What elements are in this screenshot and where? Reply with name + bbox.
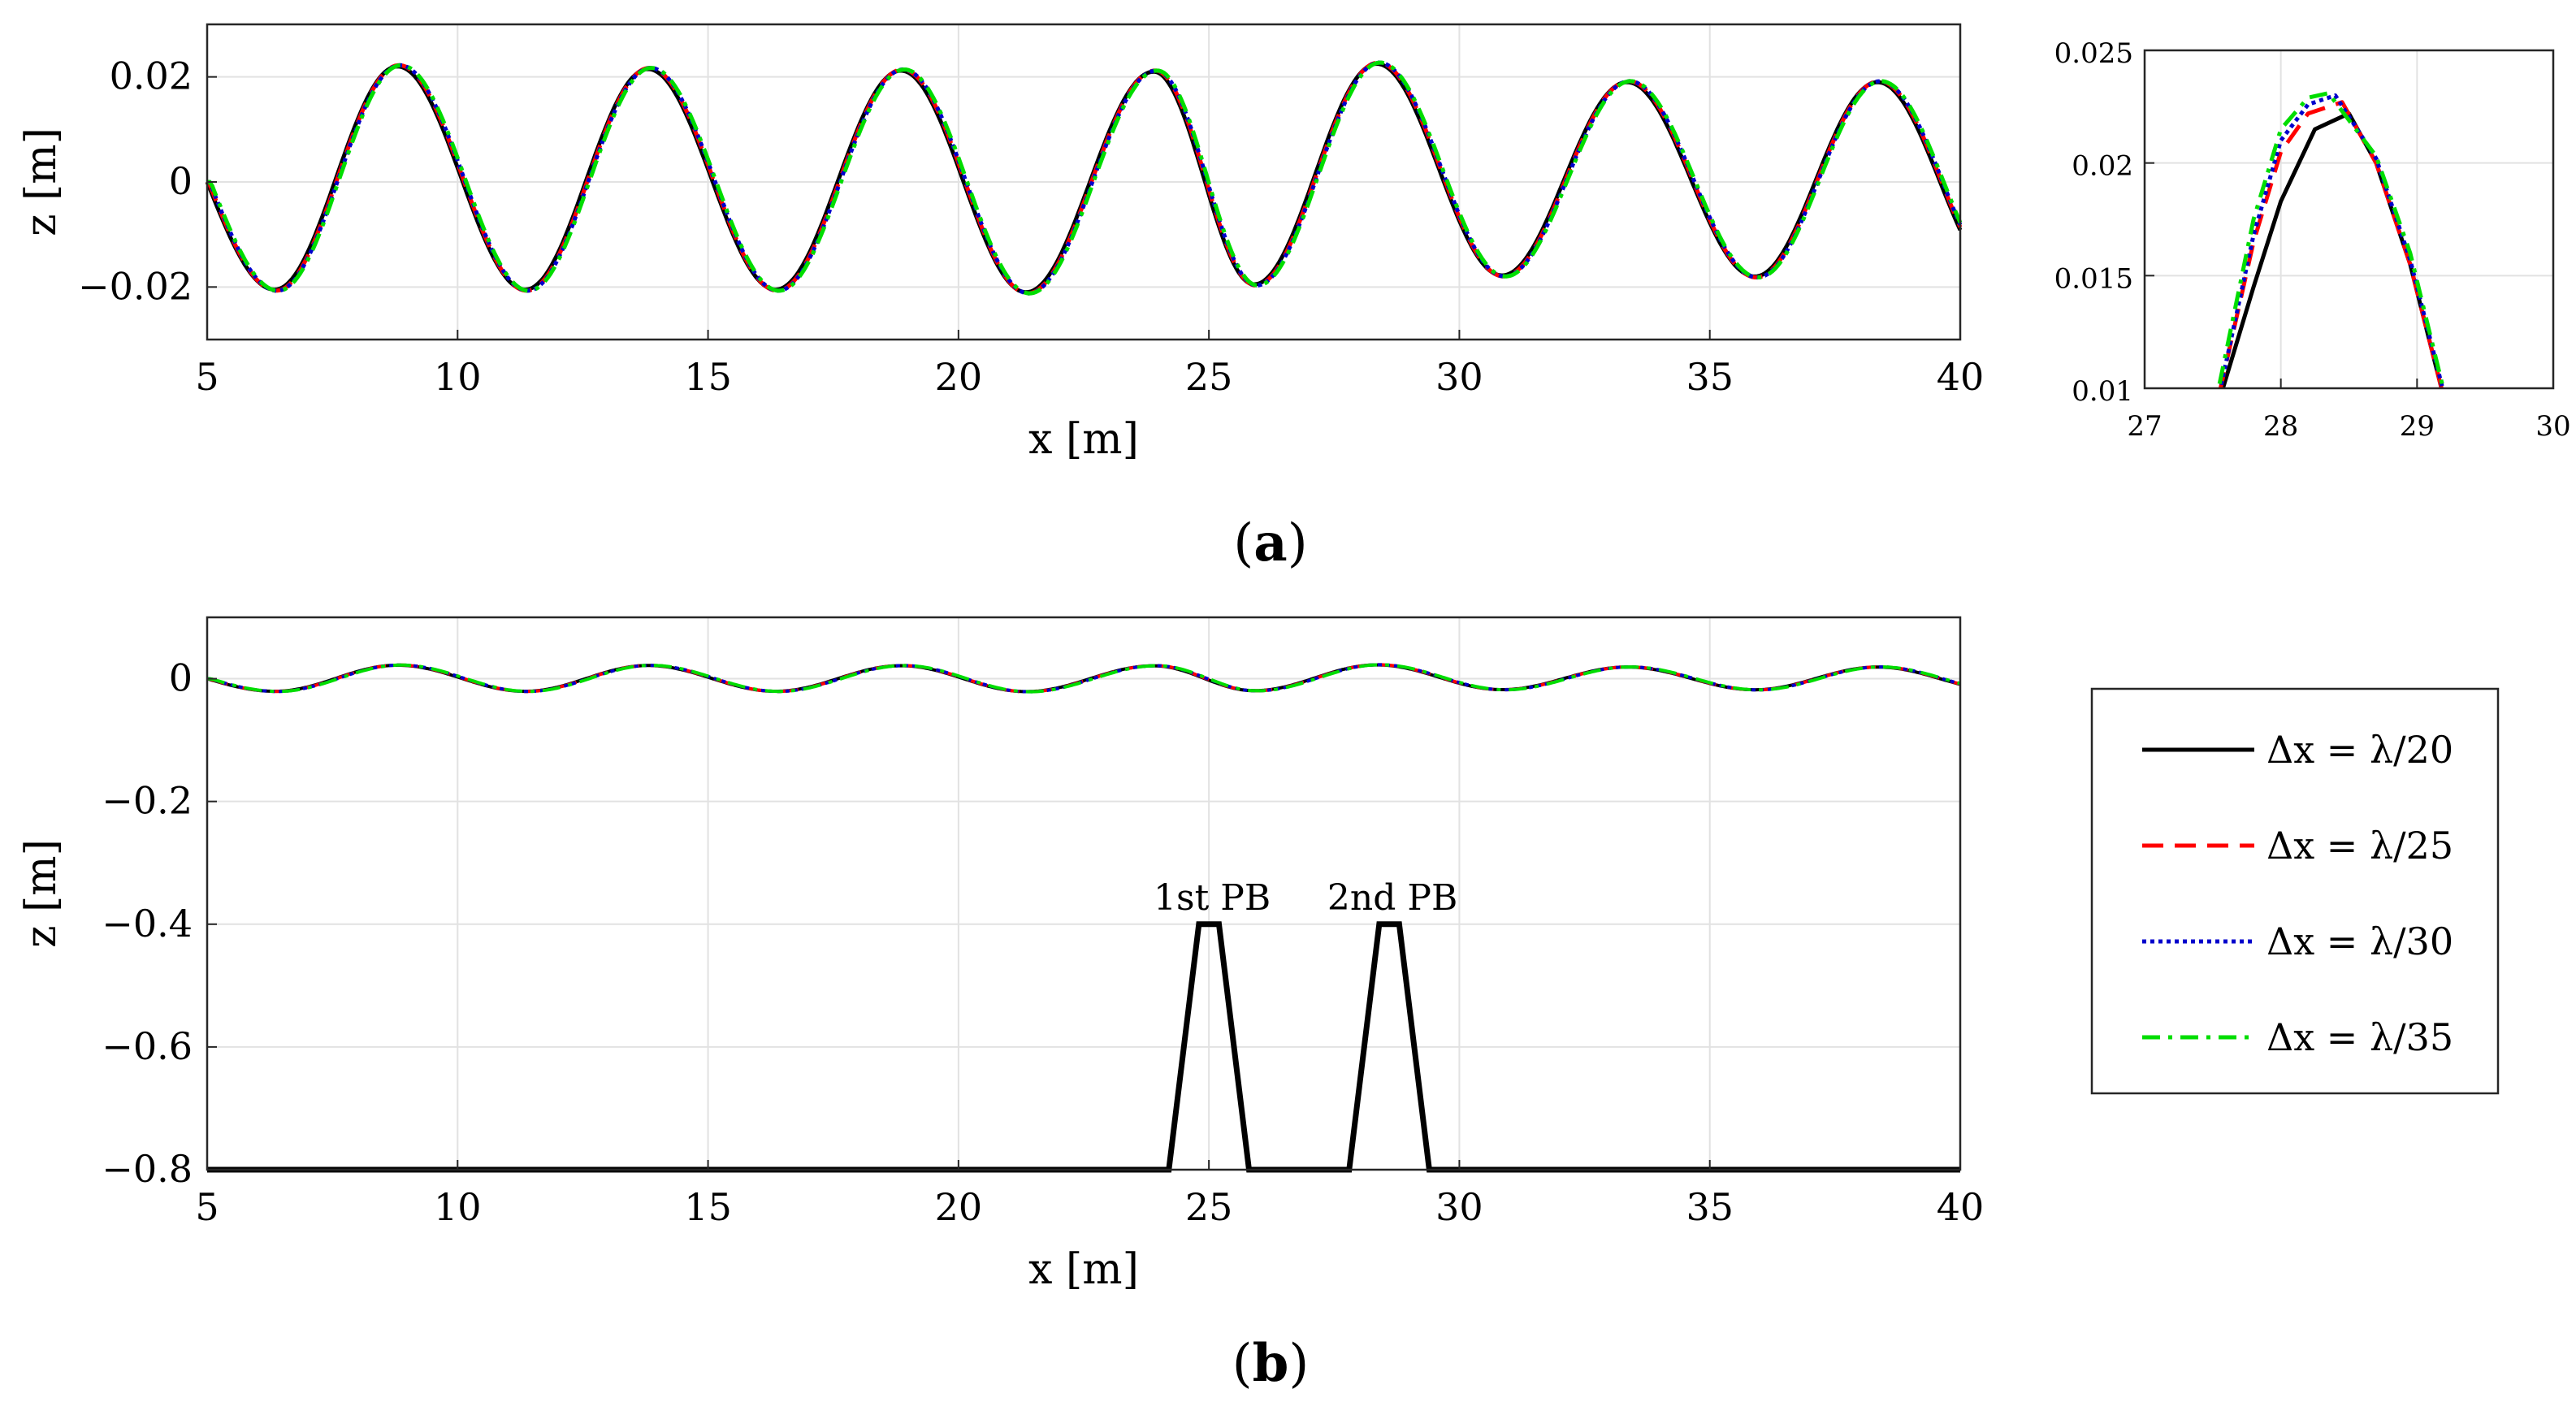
panel-a-y-axis-label: z [m] xyxy=(17,128,66,236)
x-tick-label: 25 xyxy=(1185,1185,1233,1229)
x-tick-label: 5 xyxy=(195,355,219,399)
y-tick-label: −0.8 xyxy=(102,1147,193,1191)
series-line xyxy=(207,663,1961,694)
x-tick-label: 30 xyxy=(1435,1185,1483,1229)
inset-tick-labels: 27 28 29 30 0.01 0.015 0.02 0.025 xyxy=(2054,37,2571,443)
x-tick-label: 27 xyxy=(2127,410,2162,443)
x-tick-label: 35 xyxy=(1686,1185,1734,1229)
panel-b-frame xyxy=(206,616,1962,1171)
inset-series xyxy=(2217,91,2446,388)
panel-b-y-axis-label: z [m] xyxy=(17,839,66,948)
panel-a-caption: (a) xyxy=(1233,513,1307,573)
y-tick-label: 0.02 xyxy=(110,54,193,98)
x-tick-label: 28 xyxy=(2263,410,2298,443)
inset-series-line xyxy=(2217,91,2446,388)
series-line xyxy=(207,60,1963,296)
x-tick-label: 20 xyxy=(935,355,983,399)
y-tick-label: 0.01 xyxy=(2072,375,2133,408)
panel-a-inset: 27 28 29 30 0.01 0.015 0.02 0.025 xyxy=(2054,37,2571,443)
panel-a-x-axis-label: x [m] xyxy=(1028,415,1139,464)
y-tick-label: 0.025 xyxy=(2054,37,2133,70)
panel-b-x-axis-label: x [m] xyxy=(1028,1245,1139,1294)
legend-items: Δx = λ/20 Δx = λ/25 Δx = λ/30 Δx = λ/35 xyxy=(2142,728,2453,1059)
panel-a: 5 10 15 20 25 30 35 40 −0.02 0 0.02 x [m] z [m] xyxy=(17,23,1984,464)
x-tick-label: 15 xyxy=(684,1185,732,1229)
panel-a-tick-labels: 5 10 15 20 25 30 35 40 −0.02 0 0.02 xyxy=(78,54,1984,399)
series-line xyxy=(205,62,1963,295)
inset-series-line xyxy=(2218,100,2444,388)
legend-label: Δx = λ/20 xyxy=(2266,728,2453,772)
legend: Δx = λ/20 Δx = λ/25 Δx = λ/30 Δx = λ/35 xyxy=(2090,687,2500,1095)
y-tick-label: 0.015 xyxy=(2054,262,2133,295)
inset-grid xyxy=(2144,50,2554,389)
legend-label: Δx = λ/25 xyxy=(2266,824,2453,868)
y-tick-label: 0 xyxy=(169,656,193,700)
x-tick-label: 29 xyxy=(2400,410,2435,443)
legend-label: Δx = λ/30 xyxy=(2266,920,2453,963)
annotation-label: 2nd PB xyxy=(1327,877,1457,919)
panel-b-grid xyxy=(206,617,1961,1171)
y-tick-label: −0.02 xyxy=(78,264,193,308)
panel-b-series xyxy=(206,663,1961,694)
x-tick-label: 30 xyxy=(2535,410,2570,443)
inset-series-line xyxy=(2218,93,2445,388)
x-tick-label: 15 xyxy=(684,355,732,399)
x-tick-label: 40 xyxy=(1937,355,1985,399)
panel-b-caption: (b) xyxy=(1232,1333,1310,1394)
x-tick-label: 5 xyxy=(195,1185,219,1229)
x-tick-label: 10 xyxy=(434,1185,482,1229)
panel-b: 5 10 15 20 25 30 35 40 −0.8 −0.6 −0.4 −0.2 0 1st PB 2… xyxy=(17,616,1984,1294)
x-tick-label: 10 xyxy=(434,355,482,399)
series-line xyxy=(206,60,1963,296)
y-tick-label: −0.4 xyxy=(102,902,193,945)
annotation-label: 1st PB xyxy=(1154,877,1271,919)
x-tick-label: 40 xyxy=(1937,1185,1985,1229)
panel-b-annotations: 1st PB 2nd PB xyxy=(1154,877,1457,919)
panel-b-tick-labels: 5 10 15 20 25 30 35 40 −0.8 −0.6 −0.4 −0.2 0 xyxy=(102,656,1984,1229)
legend-label: Δx = λ/35 xyxy=(2266,1015,2453,1059)
y-tick-label: −0.2 xyxy=(102,779,193,823)
x-tick-label: 35 xyxy=(1686,355,1734,399)
series-line xyxy=(207,60,1963,296)
legend-box xyxy=(2090,687,2500,1095)
x-tick-label: 25 xyxy=(1185,355,1233,399)
inset-frame xyxy=(2143,49,2555,390)
panel-a-grid xyxy=(206,24,1961,340)
y-tick-label: 0 xyxy=(169,159,193,203)
panel-a-series xyxy=(205,60,1963,296)
x-tick-label: 30 xyxy=(1435,355,1483,399)
y-tick-label: 0.02 xyxy=(2072,150,2133,183)
y-tick-label: −0.6 xyxy=(102,1024,193,1068)
x-tick-label: 20 xyxy=(935,1185,983,1229)
